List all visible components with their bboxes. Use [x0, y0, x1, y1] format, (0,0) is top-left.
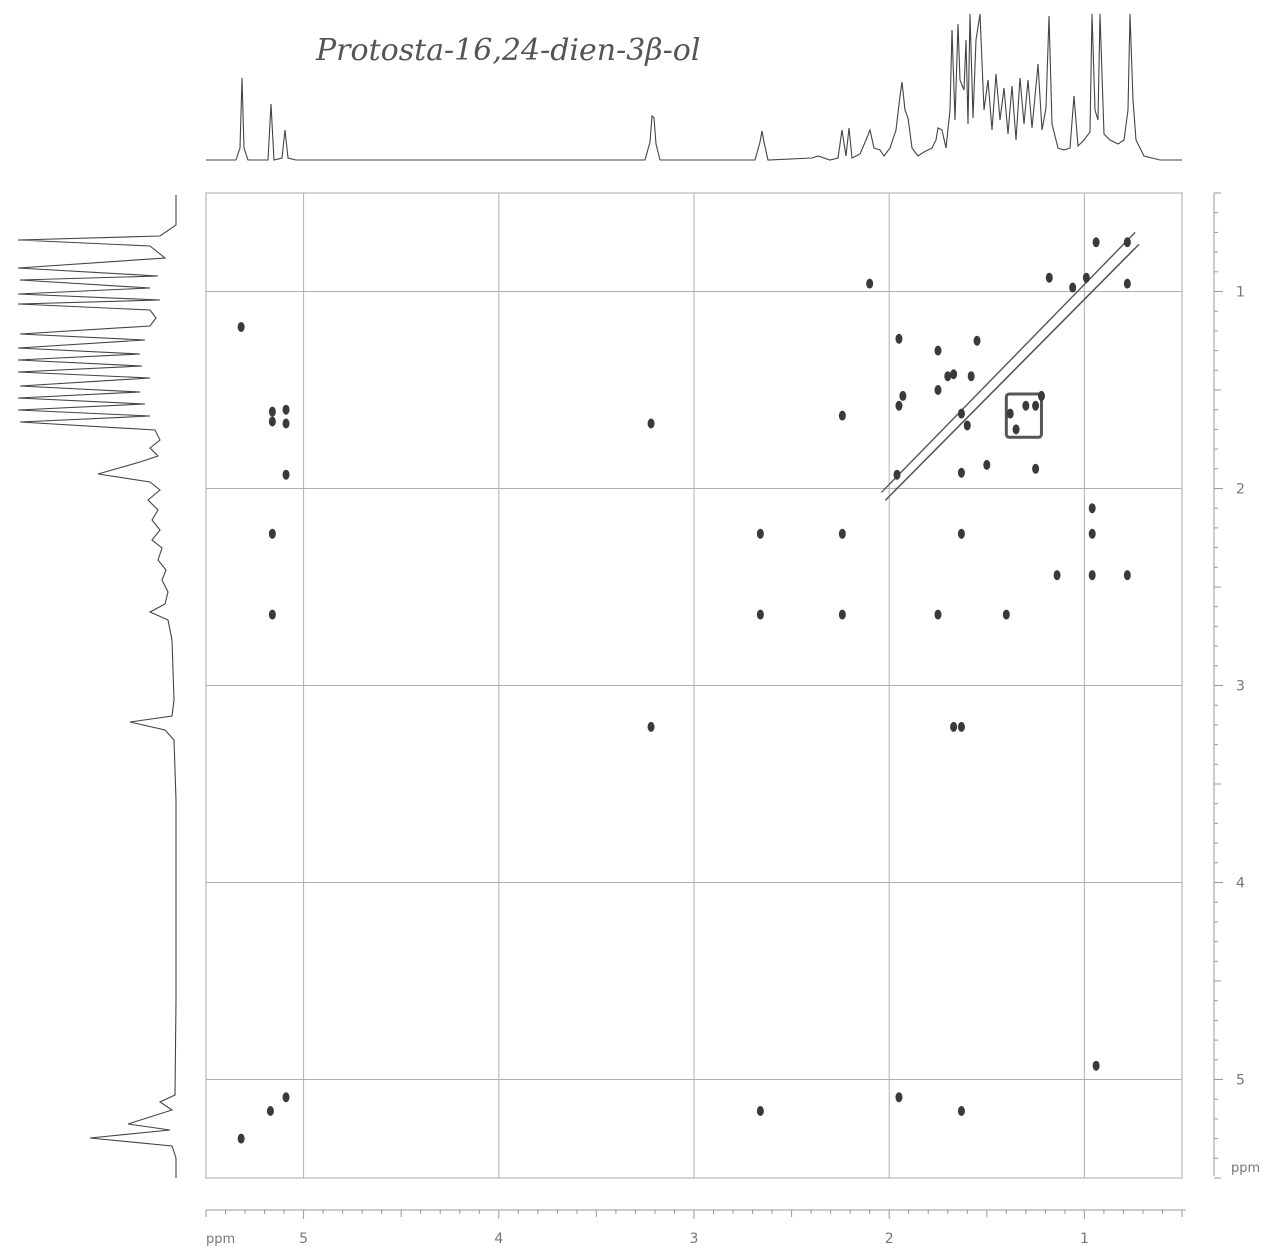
- cross-peak: [893, 469, 901, 480]
- x-tick-label: 5: [299, 1231, 308, 1247]
- cross-peak: [973, 335, 981, 346]
- x-tick-label: 4: [494, 1231, 503, 1247]
- cross-peak: [756, 528, 764, 539]
- cross-peak: [983, 459, 991, 470]
- cross-peak: [282, 418, 290, 429]
- cross-peak: [934, 345, 942, 356]
- cross-peak: [895, 400, 903, 411]
- x-tick-label: 1: [1080, 1231, 1089, 1247]
- cross-peak: [647, 418, 655, 429]
- cross-peak: [934, 609, 942, 620]
- y-tick-label: 2: [1236, 482, 1245, 498]
- cross-peak: [1032, 400, 1040, 411]
- cross-peak: [838, 609, 846, 620]
- cross-peak: [957, 1106, 965, 1117]
- top-spectrum-trace: [206, 13, 1182, 161]
- cross-peak: [1012, 424, 1020, 435]
- cross-peak: [1088, 570, 1096, 581]
- cross-peak: [282, 1092, 290, 1103]
- x-axis-unit-label: ppm: [206, 1232, 235, 1247]
- cross-peak: [1006, 408, 1014, 419]
- cross-peak: [237, 321, 245, 332]
- cross-peak: [838, 410, 846, 421]
- cross-peak: [1088, 503, 1096, 514]
- cross-peak: [950, 721, 958, 732]
- cross-peak: [895, 333, 903, 344]
- contour-cluster: [1004, 392, 1043, 439]
- cross-peak: [647, 721, 655, 732]
- top-1d-spectrum: [206, 13, 1182, 161]
- cross-peak: [268, 609, 276, 620]
- y-tick-label: 4: [1236, 876, 1245, 892]
- cross-peak: [268, 406, 276, 417]
- cross-peak: [957, 467, 965, 478]
- cross-peak: [866, 278, 874, 289]
- cross-peak: [957, 528, 965, 539]
- left-1d-spectrum: [17, 195, 177, 1178]
- cross-peak: [268, 416, 276, 427]
- x-tick-label: 2: [885, 1231, 894, 1247]
- cross-peaks: [237, 231, 1140, 1144]
- y-axis-unit-label: ppm: [1231, 1161, 1260, 1176]
- cross-peak: [1088, 528, 1096, 539]
- cross-peak: [944, 371, 952, 382]
- x-tick-label: 3: [690, 1231, 699, 1247]
- cross-peak: [1123, 237, 1131, 248]
- cross-peak: [1002, 609, 1010, 620]
- y-tick-label: 1: [1236, 285, 1245, 301]
- cross-peak: [756, 1106, 764, 1117]
- gridlines: [206, 193, 1182, 1178]
- cross-peak: [838, 528, 846, 539]
- y-axis: ppm 1 2 3 4 5: [1213, 192, 1260, 1179]
- cross-peak: [268, 528, 276, 539]
- diagonal-band: [880, 231, 1136, 493]
- cross-peak: [756, 609, 764, 620]
- cross-peak: [899, 390, 907, 401]
- x-axis: ppm 5 4 3 2 1: [205, 1209, 1186, 1247]
- cross-peak: [1022, 400, 1030, 411]
- chart-title: Protosta-16,24-dien-3β-ol: [315, 33, 700, 68]
- cross-peak: [266, 1106, 274, 1117]
- cross-peak: [1037, 390, 1045, 401]
- cross-peak: [1053, 570, 1061, 581]
- cross-peak: [1123, 278, 1131, 289]
- cross-peak: [963, 420, 971, 431]
- cross-peak: [1092, 1060, 1100, 1071]
- cross-peak: [934, 385, 942, 395]
- cross-peak: [1032, 463, 1040, 474]
- y-tick-label: 5: [1236, 1073, 1245, 1089]
- y-tick-label: 3: [1236, 679, 1245, 695]
- cross-peak: [957, 721, 965, 732]
- cross-peak: [1092, 237, 1100, 248]
- cross-peak: [950, 369, 958, 380]
- cross-peak: [1069, 282, 1077, 293]
- diagonal-band: [892, 243, 1140, 493]
- cross-peak: [1082, 272, 1090, 283]
- cross-peak: [957, 408, 965, 419]
- cross-peak: [967, 371, 975, 382]
- cross-peak: [282, 404, 290, 415]
- cross-peak: [282, 469, 290, 480]
- left-spectrum-trace: [17, 195, 177, 1178]
- cross-peak: [1123, 570, 1131, 581]
- cross-peak: [895, 1092, 903, 1103]
- cross-peak: [1045, 272, 1053, 283]
- cross-peak: [237, 1133, 245, 1144]
